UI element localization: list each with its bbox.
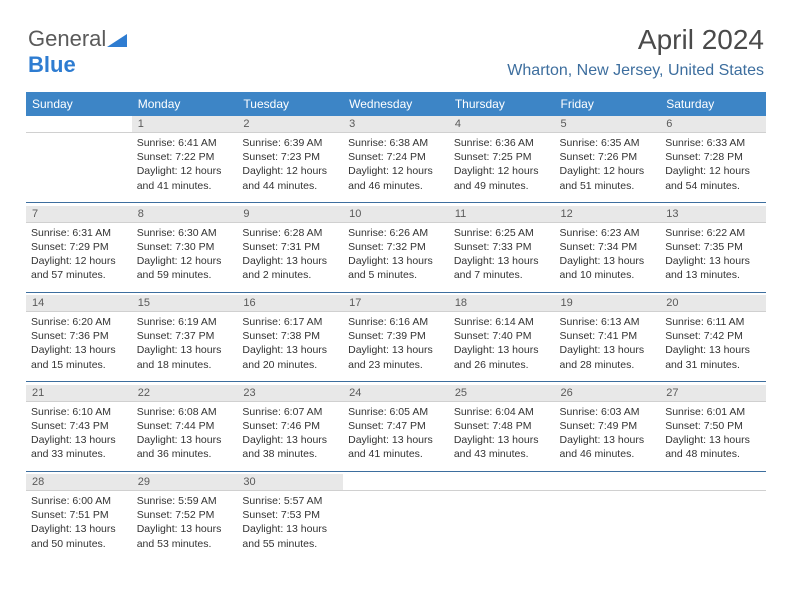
day-number [343, 474, 449, 491]
daynum-row: 282930 [26, 474, 766, 491]
day-number: 25 [449, 385, 555, 402]
day-number [26, 116, 132, 133]
day-cell: Sunrise: 6:30 AMSunset: 7:30 PMDaylight:… [132, 222, 238, 292]
day-number: 30 [237, 474, 343, 491]
day-cell: Sunrise: 6:38 AMSunset: 7:24 PMDaylight:… [343, 133, 449, 203]
day-header: Monday [132, 92, 238, 116]
day-cell: Sunrise: 6:00 AMSunset: 7:51 PMDaylight:… [26, 491, 132, 561]
day-number: 3 [343, 116, 449, 133]
day-cell: Sunrise: 6:05 AMSunset: 7:47 PMDaylight:… [343, 401, 449, 471]
day-cell: Sunrise: 6:08 AMSunset: 7:44 PMDaylight:… [132, 401, 238, 471]
day-cell [555, 491, 661, 561]
day-cell: Sunrise: 6:31 AMSunset: 7:29 PMDaylight:… [26, 222, 132, 292]
day-cell [660, 491, 766, 561]
day-number: 20 [660, 295, 766, 312]
day-cell [449, 491, 555, 561]
day-header: Tuesday [237, 92, 343, 116]
content-row: Sunrise: 6:31 AMSunset: 7:29 PMDaylight:… [26, 222, 766, 292]
daynum-row: 78910111213 [26, 206, 766, 223]
day-header: Thursday [449, 92, 555, 116]
day-cell: Sunrise: 6:35 AMSunset: 7:26 PMDaylight:… [555, 133, 661, 203]
day-number: 2 [237, 116, 343, 133]
day-cell: Sunrise: 5:59 AMSunset: 7:52 PMDaylight:… [132, 491, 238, 561]
day-number: 21 [26, 385, 132, 402]
day-number: 16 [237, 295, 343, 312]
day-number: 8 [132, 206, 238, 223]
day-cell: Sunrise: 6:13 AMSunset: 7:41 PMDaylight:… [555, 312, 661, 382]
day-number: 11 [449, 206, 555, 223]
day-number: 6 [660, 116, 766, 133]
day-number: 9 [237, 206, 343, 223]
day-number: 14 [26, 295, 132, 312]
day-header: Saturday [660, 92, 766, 116]
day-number: 22 [132, 385, 238, 402]
day-number [555, 474, 661, 491]
day-number: 15 [132, 295, 238, 312]
day-number: 4 [449, 116, 555, 133]
day-number: 26 [555, 385, 661, 402]
page-title: April 2024 [638, 24, 764, 56]
day-cell: Sunrise: 6:20 AMSunset: 7:36 PMDaylight:… [26, 312, 132, 382]
day-number: 17 [343, 295, 449, 312]
logo-icon [107, 32, 129, 48]
day-cell: Sunrise: 6:28 AMSunset: 7:31 PMDaylight:… [237, 222, 343, 292]
location-label: Wharton, New Jersey, United States [507, 62, 764, 80]
daynum-row: 14151617181920 [26, 295, 766, 312]
day-cell [26, 133, 132, 203]
day-number: 18 [449, 295, 555, 312]
day-cell: Sunrise: 6:33 AMSunset: 7:28 PMDaylight:… [660, 133, 766, 203]
day-number: 29 [132, 474, 238, 491]
content-row: Sunrise: 6:00 AMSunset: 7:51 PMDaylight:… [26, 491, 766, 561]
day-cell: Sunrise: 6:25 AMSunset: 7:33 PMDaylight:… [449, 222, 555, 292]
logo-part1: General [28, 26, 106, 51]
calendar-header-row: Sunday Monday Tuesday Wednesday Thursday… [26, 92, 766, 116]
day-cell: Sunrise: 6:17 AMSunset: 7:38 PMDaylight:… [237, 312, 343, 382]
day-cell: Sunrise: 6:39 AMSunset: 7:23 PMDaylight:… [237, 133, 343, 203]
day-number: 7 [26, 206, 132, 223]
day-cell: Sunrise: 6:01 AMSunset: 7:50 PMDaylight:… [660, 401, 766, 471]
day-header: Wednesday [343, 92, 449, 116]
day-cell: Sunrise: 6:07 AMSunset: 7:46 PMDaylight:… [237, 401, 343, 471]
day-number: 24 [343, 385, 449, 402]
day-number: 28 [26, 474, 132, 491]
day-number: 27 [660, 385, 766, 402]
day-number: 19 [555, 295, 661, 312]
day-cell: Sunrise: 6:11 AMSunset: 7:42 PMDaylight:… [660, 312, 766, 382]
day-number: 13 [660, 206, 766, 223]
day-cell [343, 491, 449, 561]
day-cell: Sunrise: 6:26 AMSunset: 7:32 PMDaylight:… [343, 222, 449, 292]
day-cell: Sunrise: 6:22 AMSunset: 7:35 PMDaylight:… [660, 222, 766, 292]
daynum-row: 123456 [26, 116, 766, 133]
day-cell: Sunrise: 6:36 AMSunset: 7:25 PMDaylight:… [449, 133, 555, 203]
day-header: Friday [555, 92, 661, 116]
content-row: Sunrise: 6:41 AMSunset: 7:22 PMDaylight:… [26, 133, 766, 203]
day-cell: Sunrise: 6:19 AMSunset: 7:37 PMDaylight:… [132, 312, 238, 382]
day-number: 10 [343, 206, 449, 223]
day-cell: Sunrise: 6:14 AMSunset: 7:40 PMDaylight:… [449, 312, 555, 382]
day-number [449, 474, 555, 491]
content-row: Sunrise: 6:20 AMSunset: 7:36 PMDaylight:… [26, 312, 766, 382]
day-number: 23 [237, 385, 343, 402]
day-cell: Sunrise: 6:41 AMSunset: 7:22 PMDaylight:… [132, 133, 238, 203]
calendar-table: Sunday Monday Tuesday Wednesday Thursday… [26, 92, 766, 561]
daynum-row: 21222324252627 [26, 385, 766, 402]
day-number: 12 [555, 206, 661, 223]
logo-part2: Blue [28, 52, 76, 77]
day-cell: Sunrise: 6:03 AMSunset: 7:49 PMDaylight:… [555, 401, 661, 471]
day-cell: Sunrise: 6:10 AMSunset: 7:43 PMDaylight:… [26, 401, 132, 471]
day-header: Sunday [26, 92, 132, 116]
day-cell: Sunrise: 6:23 AMSunset: 7:34 PMDaylight:… [555, 222, 661, 292]
day-number: 1 [132, 116, 238, 133]
day-number [660, 474, 766, 491]
day-cell: Sunrise: 6:04 AMSunset: 7:48 PMDaylight:… [449, 401, 555, 471]
day-cell: Sunrise: 5:57 AMSunset: 7:53 PMDaylight:… [237, 491, 343, 561]
content-row: Sunrise: 6:10 AMSunset: 7:43 PMDaylight:… [26, 401, 766, 471]
day-cell: Sunrise: 6:16 AMSunset: 7:39 PMDaylight:… [343, 312, 449, 382]
logo: General Blue [28, 26, 129, 78]
day-number: 5 [555, 116, 661, 133]
